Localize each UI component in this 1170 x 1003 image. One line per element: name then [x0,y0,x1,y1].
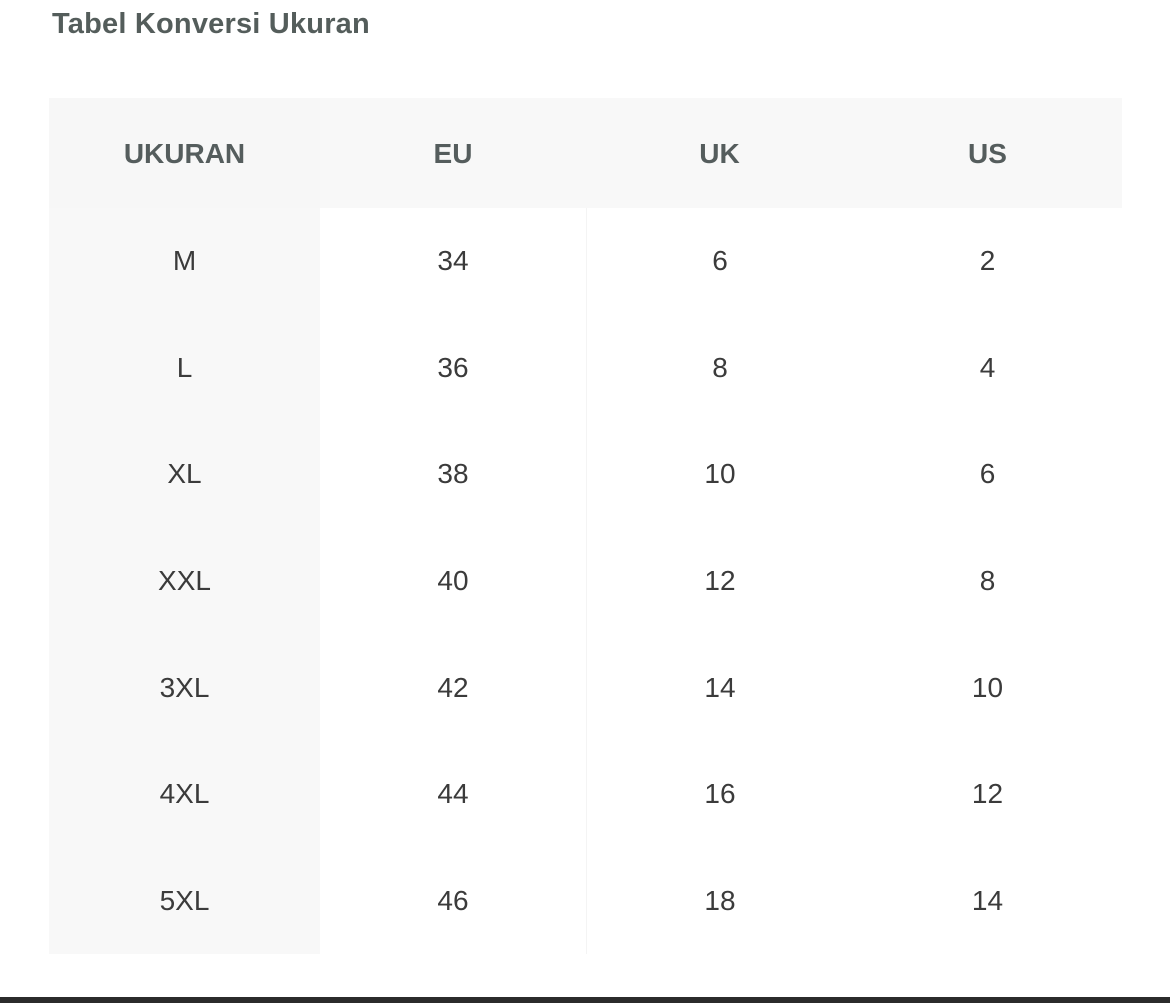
us-cell: 4 [853,314,1122,422]
us-cell: 6 [853,421,1122,528]
uk-cell: 12 [586,527,853,635]
size-cell: 3XL [49,634,320,741]
us-cell: 14 [853,847,1122,955]
us-cell: 8 [853,527,1122,635]
bottom-divider [0,997,1170,1003]
uk-cell: 8 [586,314,853,422]
us-cell: 12 [853,740,1122,848]
uk-cell: 18 [586,847,853,955]
eu-cell: 36 [320,314,586,422]
eu-cell: 42 [320,634,586,741]
size-conversion-table: UKURAN EU UK US M 34 6 2 L 36 8 4 XL 38 … [49,98,1122,955]
size-cell: XXL [49,527,320,635]
size-cell: M [49,208,320,315]
column-header-eu: EU [320,98,586,208]
column-header-uk: UK [586,98,853,208]
us-cell: 10 [853,634,1122,741]
uk-cell: 14 [586,634,853,741]
size-cell: L [49,314,320,422]
column-header-size: UKURAN [49,98,320,208]
uk-cell: 10 [586,421,853,528]
eu-cell: 40 [320,527,586,635]
column-header-us: US [853,98,1122,208]
uk-cell: 6 [586,208,853,315]
eu-cell: 34 [320,208,586,315]
page-title: Tabel Konversi Ukuran [52,8,370,40]
us-cell: 2 [853,208,1122,315]
size-cell: 5XL [49,847,320,955]
size-cell: XL [49,421,320,528]
uk-cell: 16 [586,740,853,848]
eu-cell: 38 [320,421,586,528]
eu-cell: 44 [320,740,586,848]
eu-cell: 46 [320,847,586,955]
size-cell: 4XL [49,740,320,848]
